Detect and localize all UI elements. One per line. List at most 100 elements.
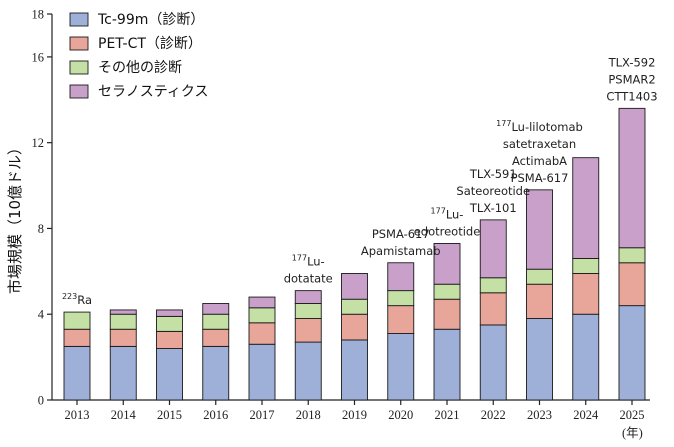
bar-segment [572,258,600,274]
annotation-line: TLX-591 [469,167,517,181]
x-tick-label: 2019 [342,408,367,422]
bar-segment [387,305,415,334]
bar-segment [156,348,183,401]
bar-segment [294,341,322,401]
y-tick-label: 12 [32,136,45,150]
legend-label: PET-CT（診断） [98,36,202,52]
bar-segment [202,328,230,347]
y-ticks: 0 4 8 12 16 18 [32,8,52,408]
y-tick-label: 8 [38,222,44,236]
annotation-line: 177Lu- [292,254,325,269]
bar-segment [526,189,553,270]
x-tick-label: 2020 [388,408,413,422]
bar-segment [479,324,507,401]
bar-segment [526,268,553,285]
bar-segment [572,313,600,401]
bar-segment [156,330,183,349]
y-tick-label: 16 [32,50,45,64]
annotation-line: CTT1403 [606,89,657,103]
x-tick-label: 2016 [203,408,228,422]
annotation-line: edotreotide [414,224,481,238]
bar-segment [618,107,646,249]
annotation-line: PSMA-617 [511,171,569,185]
bar-segment [109,309,137,315]
bar-segment [63,345,91,401]
bar-segment [618,262,646,307]
bar-segment [156,315,183,332]
bar-segment [341,298,368,315]
x-tick-label: 2024 [573,408,599,422]
bar-segment [248,307,276,324]
x-tick-label: 2021 [435,408,460,422]
bar-segment [526,318,553,401]
annotation-line: PSMA-617 [372,227,430,241]
annotation-text: Lu-lilotomab [511,120,582,134]
bar-segment [526,283,553,319]
bar-segment [294,318,322,343]
bar-segment [248,322,276,345]
y-axis-label: 市場規模（10億ドル） [6,140,24,294]
bar-segment [63,311,91,330]
bar-segment [618,247,646,264]
annotation-superscript: 177 [292,254,307,263]
bar-segment [109,345,137,401]
bar-annotations: 223Ra177Lu-dotatatePSMA-617Apamistamab17… [62,55,658,307]
x-tick-label: 2017 [250,408,275,422]
bar-segment [341,339,368,401]
y-tick-label: 0 [38,394,44,408]
y-tick-label: 18 [32,8,45,22]
bar-segment [341,273,368,300]
annotation-line: Sateoreotide [456,184,530,198]
bar-segment [63,328,91,347]
bar-segment [387,290,415,307]
bar-segment [109,313,137,330]
bar-segment [294,290,322,304]
bar-segment [479,292,507,326]
bar-segment [202,303,230,315]
annotation-text: Ra [77,293,92,307]
bar-segment [433,328,461,401]
bar-segment [433,298,461,330]
bar-segment [248,296,276,309]
annotation-text: Lu- [307,255,325,269]
annotation-line: 223Ra [62,292,92,307]
legend-swatch [69,12,89,27]
bar-segment [433,243,461,285]
legend-label: その他の診断 [98,60,182,76]
x-tick-label: 2022 [481,408,506,422]
bar-segment [479,219,507,279]
annotation-line: 177Lu- [431,206,464,221]
annotation-line: dotatate [284,272,333,286]
x-tick-label: 2025 [620,408,645,422]
legend-swatch [69,60,89,75]
bar-segment [618,305,646,401]
annotation-text: Lu- [446,207,464,221]
x-axis-unit-label: (年) [622,426,643,440]
annotation-line: TLX-592 [608,55,656,69]
bar-segment [572,273,600,315]
annotation-superscript: 223 [62,292,77,301]
bar-segment [479,277,507,294]
x-tick-label: 2018 [296,408,321,422]
annotation-line: Apamistamab [361,244,441,258]
bar-segment [387,262,415,292]
bar-segment [202,345,230,401]
legend-swatch [69,36,89,51]
bar-segment [156,309,183,317]
bar-segment [433,283,461,300]
bar-segment [109,328,137,347]
x-tick-label: 2013 [65,408,90,422]
annotation-superscript: 177 [496,119,511,128]
annotation-line: TLX-101 [469,201,517,215]
legend-label: セラノスティクス [98,84,208,100]
bar-segment [202,313,230,330]
bar-segment [341,313,368,341]
annotation-superscript: 177 [431,206,446,215]
bar-segment [572,157,600,259]
annotation-line: PSMAR2 [608,72,655,86]
bar-segment [387,333,415,401]
annotation-line: 177Lu-lilotomab [496,119,583,134]
y-tick-label: 4 [38,308,45,322]
